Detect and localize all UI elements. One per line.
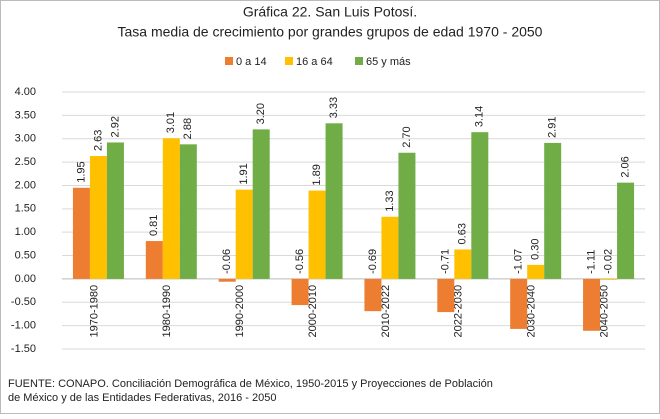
bar <box>162 138 180 279</box>
y-tick-label: 3.50 <box>15 109 36 121</box>
data-label: 0.63 <box>457 223 469 244</box>
bar <box>381 216 399 279</box>
data-label: 2.70 <box>401 126 413 147</box>
bar <box>179 144 197 279</box>
data-label: -0.02 <box>602 249 614 274</box>
bar <box>617 182 635 279</box>
bar <box>89 156 107 279</box>
bar <box>218 278 236 282</box>
bar <box>437 278 455 313</box>
bar <box>510 278 528 329</box>
bar <box>308 190 326 279</box>
x-tick-label: 2022-2030 <box>453 285 465 338</box>
bar <box>291 278 309 306</box>
x-tick-label: 2010-2022 <box>380 285 392 338</box>
bar <box>527 264 545 279</box>
legend-swatch <box>225 57 233 65</box>
y-tick-label: 2.00 <box>15 179 36 191</box>
data-label: 1.95 <box>75 161 87 182</box>
bar <box>325 123 343 279</box>
x-tick-label: 1990-2000 <box>234 285 246 338</box>
data-label: 1.33 <box>384 190 396 211</box>
data-label: -0.71 <box>440 249 452 274</box>
chart-title: Gráfica 22. San Luis Potosí. <box>243 4 417 20</box>
bar <box>72 187 90 279</box>
data-label: 2.63 <box>92 130 104 151</box>
data-label: 0.81 <box>148 215 160 236</box>
y-tick-label: 2.50 <box>15 156 36 168</box>
y-tick-label: 4.00 <box>15 86 36 98</box>
data-label: 2.88 <box>182 118 194 139</box>
bar <box>235 189 253 279</box>
chart-subtitle: Tasa media de crecimiento por grandes gr… <box>118 24 543 40</box>
y-tick-label: 1.00 <box>15 226 36 238</box>
data-label: 2.92 <box>109 116 121 137</box>
data-label: 0.30 <box>530 238 542 259</box>
x-tick-label: 2040-2050 <box>598 285 610 338</box>
bar <box>583 278 601 331</box>
x-tick-label: 1970-1980 <box>88 285 100 338</box>
legend-label: 65 y más <box>366 56 411 68</box>
y-tick-label: 0.50 <box>15 249 36 261</box>
data-label: 1.89 <box>311 164 323 185</box>
legend-swatch <box>355 57 363 65</box>
x-tick-label: 1980-1990 <box>161 285 173 338</box>
source-note: de México y de las Entidades Federativas… <box>8 392 276 404</box>
y-tick-label: -0.50 <box>11 296 36 308</box>
data-label: 3.14 <box>474 106 486 127</box>
bar <box>454 249 472 279</box>
bar <box>544 142 562 279</box>
data-label: -0.69 <box>367 249 379 274</box>
data-label: 2.91 <box>547 117 559 138</box>
x-tick-label: 2030-2040 <box>526 285 538 338</box>
y-tick-label: -1.50 <box>11 343 36 355</box>
data-label: -0.56 <box>294 249 306 274</box>
data-label: 3.33 <box>328 97 340 118</box>
bar <box>252 129 270 279</box>
bar <box>471 132 489 279</box>
y-tick-label: -1.00 <box>11 320 36 332</box>
bar <box>364 278 382 312</box>
legend-label: 0 a 14 <box>236 56 267 68</box>
legend-swatch <box>285 57 293 65</box>
data-label: 2.06 <box>619 156 631 177</box>
bar <box>145 241 163 279</box>
legend-label: 16 a 64 <box>296 56 333 68</box>
source-note: FUENTE: CONAPO. Conciliación Demográfica… <box>8 378 493 390</box>
data-label: -0.06 <box>221 249 233 274</box>
y-tick-label: 0.00 <box>15 273 36 285</box>
y-tick-label: 1.50 <box>15 203 36 215</box>
bar <box>398 152 416 279</box>
x-tick-label: 2000-2010 <box>307 285 319 338</box>
data-label: 3.20 <box>255 103 267 124</box>
bar <box>106 142 124 279</box>
data-label: -1.07 <box>513 249 525 274</box>
bar <box>600 278 618 280</box>
data-label: -1.11 <box>585 250 597 274</box>
data-label: 1.91 <box>238 163 250 184</box>
y-tick-label: 3.00 <box>15 133 36 145</box>
data-label: 3.01 <box>165 112 177 133</box>
